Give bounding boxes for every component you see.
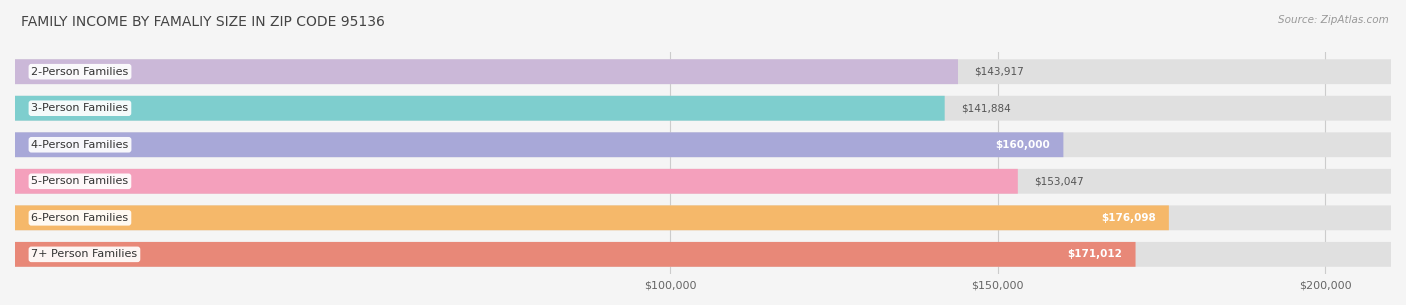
Text: 7+ Person Families: 7+ Person Families: [31, 249, 138, 259]
Text: $141,884: $141,884: [962, 103, 1011, 113]
Text: 3-Person Families: 3-Person Families: [31, 103, 128, 113]
FancyBboxPatch shape: [15, 59, 1391, 84]
FancyBboxPatch shape: [15, 205, 1391, 230]
FancyBboxPatch shape: [15, 242, 1391, 267]
Text: 4-Person Families: 4-Person Families: [31, 140, 128, 150]
FancyBboxPatch shape: [15, 96, 1391, 121]
Text: $160,000: $160,000: [995, 140, 1050, 150]
Text: $176,098: $176,098: [1101, 213, 1156, 223]
FancyBboxPatch shape: [15, 59, 957, 84]
Text: FAMILY INCOME BY FAMALIY SIZE IN ZIP CODE 95136: FAMILY INCOME BY FAMALIY SIZE IN ZIP COD…: [21, 15, 385, 29]
Text: 5-Person Families: 5-Person Families: [31, 176, 128, 186]
Text: 6-Person Families: 6-Person Families: [31, 213, 128, 223]
Text: $171,012: $171,012: [1067, 249, 1122, 259]
FancyBboxPatch shape: [15, 132, 1391, 157]
FancyBboxPatch shape: [15, 169, 1391, 194]
FancyBboxPatch shape: [15, 96, 945, 121]
FancyBboxPatch shape: [15, 242, 1136, 267]
FancyBboxPatch shape: [15, 205, 1168, 230]
Text: 2-Person Families: 2-Person Families: [31, 67, 128, 77]
FancyBboxPatch shape: [15, 132, 1063, 157]
Text: $153,047: $153,047: [1035, 176, 1084, 186]
Text: Source: ZipAtlas.com: Source: ZipAtlas.com: [1278, 15, 1389, 25]
Text: $143,917: $143,917: [974, 67, 1024, 77]
FancyBboxPatch shape: [15, 169, 1018, 194]
